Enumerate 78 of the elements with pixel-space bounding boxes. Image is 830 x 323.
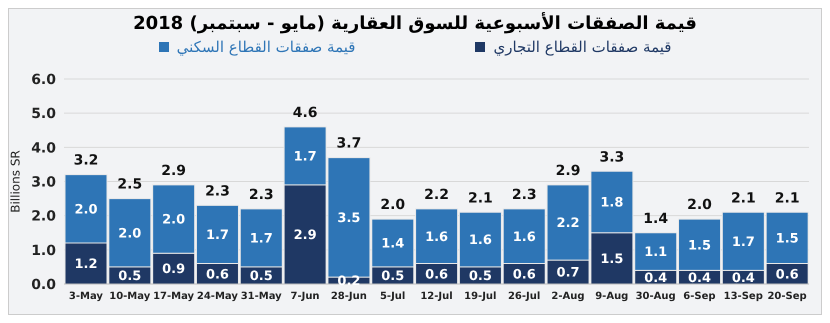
x-tick-label: 20-Sep: [767, 291, 807, 302]
x-tick-label: 19-Jul: [464, 291, 496, 302]
data-label: 1.1: [644, 245, 668, 260]
total-label: 2.3: [205, 183, 230, 200]
data-label: 0.5: [118, 269, 142, 284]
total-label: 2.1: [730, 190, 756, 206]
data-label: 0.4: [688, 270, 712, 286]
total-label: 2.5: [117, 176, 142, 193]
x-tick-label: 28-Jun: [330, 291, 367, 302]
total-label: 3.3: [599, 149, 624, 166]
data-label: 0.6: [776, 267, 799, 282]
x-tick-label: 5-Jul: [380, 291, 406, 302]
total-label: 2.3: [512, 186, 537, 203]
data-label: 1.6: [425, 230, 448, 245]
data-label: 0.7: [556, 266, 580, 281]
total-label: 1.4: [643, 210, 668, 227]
y-axis-title: Billions SR: [8, 150, 22, 213]
x-tick-label: 31-May: [240, 291, 282, 302]
y-tick-label: 2.0: [31, 208, 56, 225]
data-label: 0.4: [732, 270, 755, 286]
y-tick-label: 6.0: [31, 72, 56, 88]
x-tick-label: 9-Aug: [595, 291, 628, 302]
total-label: 2.3: [248, 186, 274, 203]
total-label: 2.1: [774, 190, 800, 206]
x-tick-label: 26-Jul: [508, 291, 540, 302]
x-tick-label: 17-May: [153, 291, 195, 302]
total-label: 2.9: [556, 162, 580, 179]
data-label: 0.5: [468, 269, 492, 284]
x-tick-label: 3-May: [68, 291, 104, 302]
data-label: 1.8: [600, 196, 624, 211]
data-label: 2.0: [74, 202, 98, 218]
data-label: 1.7: [250, 231, 273, 246]
data-label: 0.6: [206, 267, 229, 282]
total-label: 4.6: [292, 104, 318, 121]
data-label: 1.7: [294, 149, 317, 164]
data-label: 1.5: [688, 238, 712, 254]
data-label: 0.6: [425, 267, 448, 282]
total-label: 2.0: [687, 197, 712, 214]
legend-label: قيمة صفقات القطاع التجاري: [493, 38, 672, 56]
total-label: 2.1: [468, 190, 493, 206]
data-label: 0.6: [512, 267, 536, 282]
total-label: 2.2: [424, 186, 449, 203]
data-label: 1.7: [206, 228, 229, 244]
x-tick-label: 7-Jun: [290, 291, 320, 302]
x-tick-label: 30-Aug: [636, 291, 676, 302]
x-tick-label: 10-May: [109, 291, 151, 302]
x-tick-label: 6-Sep: [683, 291, 716, 302]
total-label: 3.2: [74, 152, 98, 169]
data-label: 0.9: [162, 262, 186, 278]
total-label: 3.7: [336, 136, 362, 152]
data-label: 0.4: [644, 270, 668, 286]
data-label: 1.6: [512, 230, 536, 245]
data-label: 0.5: [250, 269, 273, 284]
data-label: 2.2: [556, 216, 580, 232]
data-label: 0.5: [381, 269, 404, 284]
y-tick-label: 5.0: [31, 106, 56, 122]
total-label: 2.0: [380, 197, 406, 214]
total-label: 2.9: [161, 162, 186, 179]
x-tick-label: 24-May: [196, 291, 238, 302]
x-tick-label: 13-Sep: [724, 291, 763, 302]
y-tick-label: 3.0: [31, 174, 56, 190]
data-label: 1.4: [381, 236, 404, 252]
y-tick-label: 4.0: [31, 140, 56, 156]
data-label: 3.5: [337, 210, 360, 226]
legend-label: قيمة صفقات القطاع السكني: [176, 38, 356, 56]
data-label: 2.9: [294, 228, 317, 244]
data-label: 1.5: [600, 252, 624, 267]
data-label: 2.0: [162, 212, 186, 228]
data-label: 1.5: [776, 231, 799, 246]
data-label: 2.0: [118, 226, 142, 242]
x-tick-label: 2-Aug: [551, 291, 585, 302]
y-tick-label: 0.0: [31, 276, 56, 293]
y-tick-label: 1.0: [31, 242, 56, 259]
data-label: 1.2: [74, 257, 98, 272]
data-label: 1.7: [732, 234, 755, 250]
chart-title: قيمة الصفقات الأسبوعية للسوق العقارية (مايو - سبتمبر) 2018: [132, 11, 698, 36]
data-label: 1.6: [468, 233, 492, 248]
x-tick-label: 12-Jul: [420, 291, 453, 302]
